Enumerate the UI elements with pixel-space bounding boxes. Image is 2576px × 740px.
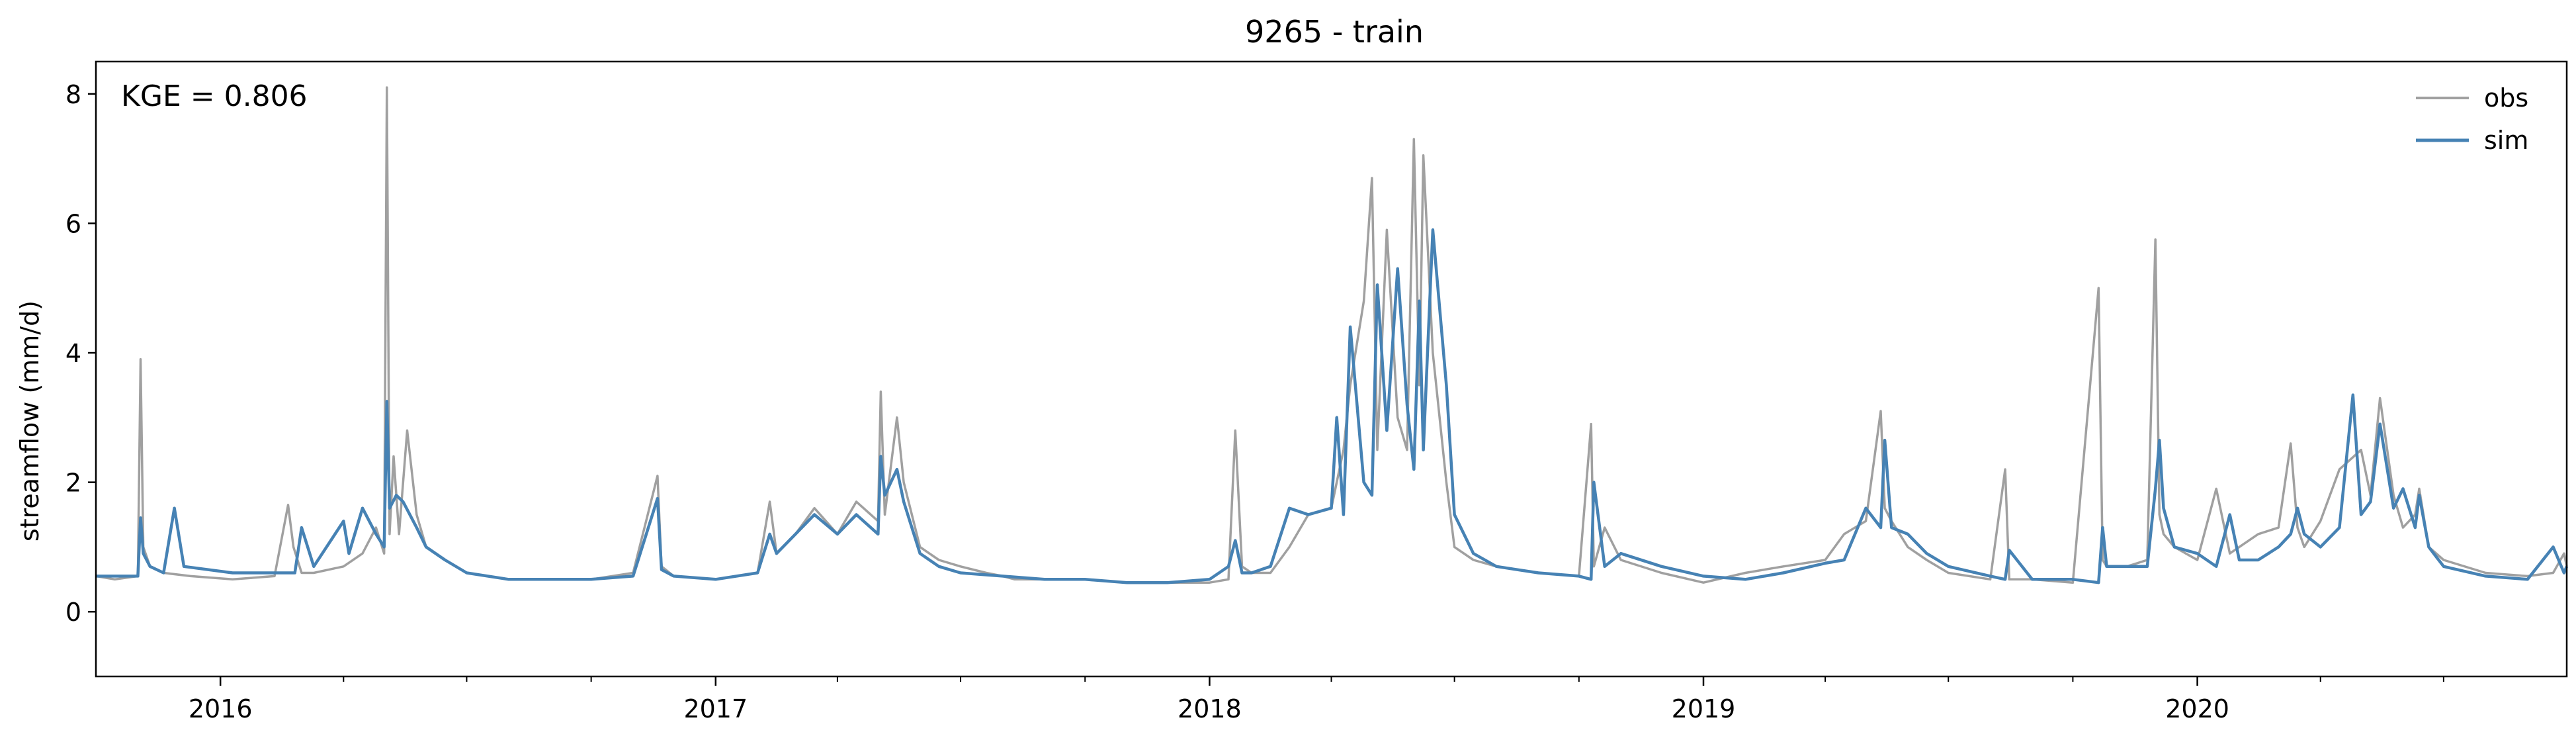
y-tick-label: 2 xyxy=(65,469,81,498)
x-tick-label: 2017 xyxy=(683,694,748,723)
x-tick-label: 2020 xyxy=(2165,694,2229,723)
y-tick-label: 0 xyxy=(65,598,81,627)
plot-frame xyxy=(95,60,2568,678)
axes: 0 2 4 6 8 2016 2017 2018 2019 2020 xyxy=(65,60,2568,723)
kge-annotation: KGE = 0.806 xyxy=(121,79,308,113)
x-tick-label: 2018 xyxy=(1178,694,1242,723)
y-tick-label: 4 xyxy=(65,339,81,368)
y-tick-label: 6 xyxy=(65,209,81,238)
series-line-sim xyxy=(96,228,2569,584)
series-line-obs xyxy=(95,86,2568,584)
y-axis-label: streamflow (mm/d) xyxy=(15,301,44,541)
x-tick-label: 2016 xyxy=(189,694,253,723)
legend: obs sim xyxy=(2416,83,2528,155)
x-tick-label: 2019 xyxy=(1672,694,1736,723)
y-tick-label: 8 xyxy=(65,80,81,109)
chart-title: 9265 - train xyxy=(1245,14,1424,50)
legend-sim-label: sim xyxy=(2484,126,2528,155)
legend-obs-label: obs xyxy=(2484,83,2528,113)
plot-area xyxy=(95,86,2569,584)
